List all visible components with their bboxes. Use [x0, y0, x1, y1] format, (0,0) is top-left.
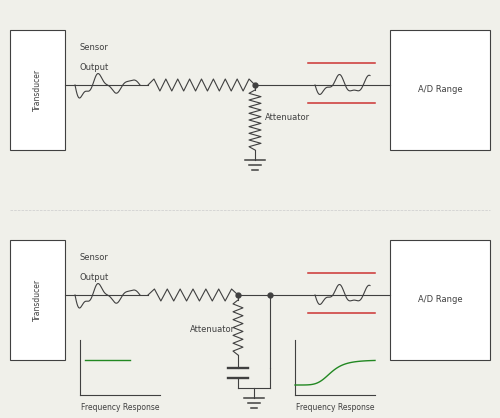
Bar — [10, 30, 65, 150]
Text: Output: Output — [80, 273, 109, 283]
Text: Transducer: Transducer — [32, 69, 42, 111]
Text: Output: Output — [80, 64, 109, 72]
Text: Frequency Response: Frequency Response — [296, 403, 374, 411]
Text: Frequency Response: Frequency Response — [81, 403, 159, 411]
Text: Sensor: Sensor — [80, 43, 109, 53]
Text: A/D Range: A/D Range — [418, 296, 463, 304]
Bar — [390, 240, 490, 360]
Text: A/D Range: A/D Range — [418, 86, 463, 94]
Bar — [390, 30, 490, 150]
Text: Attenuator: Attenuator — [265, 114, 310, 122]
Text: Attenuator: Attenuator — [190, 326, 235, 334]
Text: Sensor: Sensor — [80, 253, 109, 263]
Bar — [10, 240, 65, 360]
Text: Transducer: Transducer — [32, 279, 42, 321]
